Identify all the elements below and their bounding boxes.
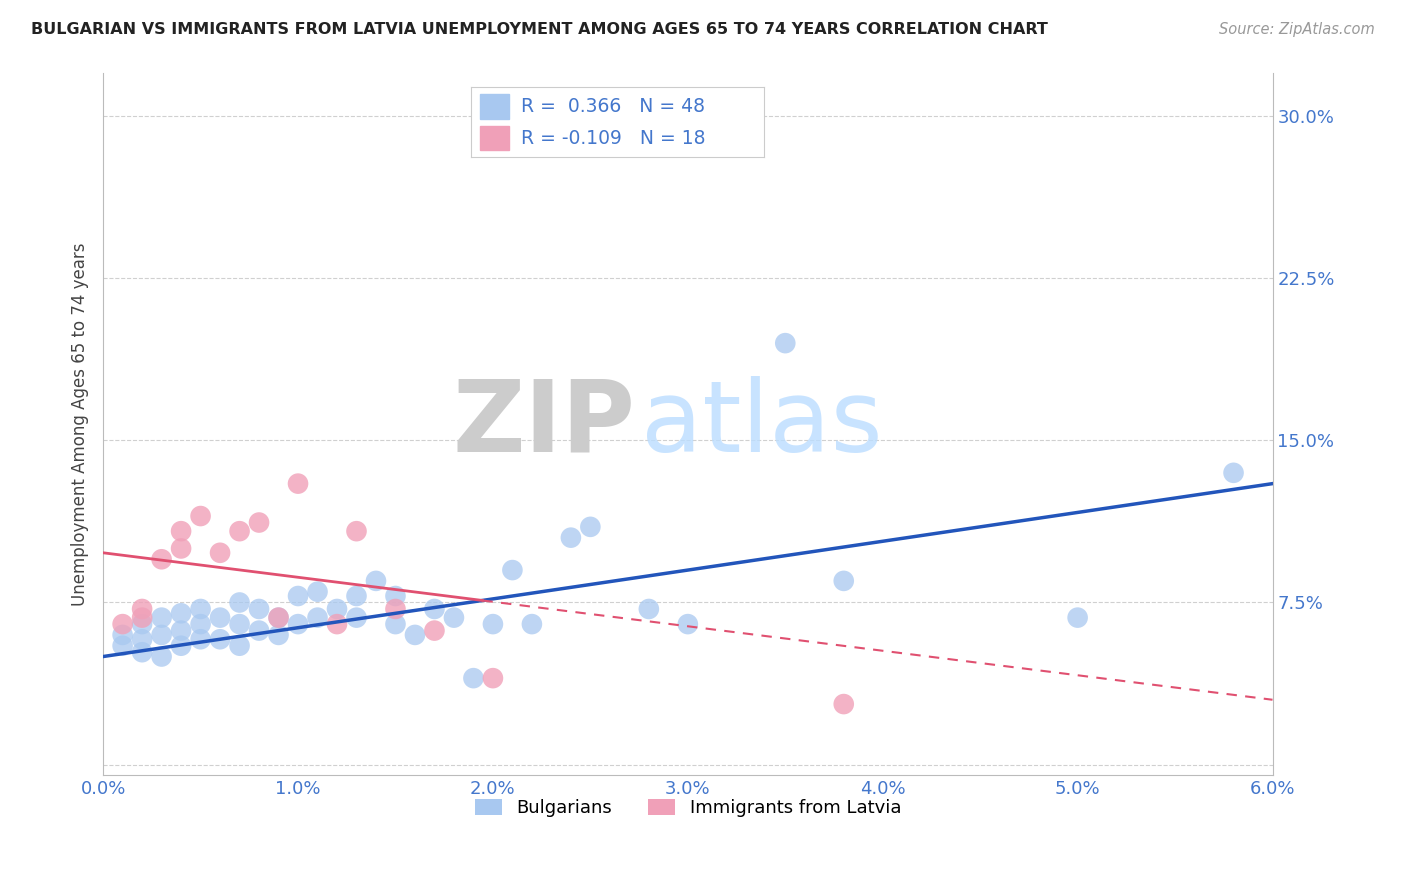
- Point: [209, 632, 232, 647]
- Point: [520, 617, 543, 632]
- Point: [190, 632, 212, 647]
- Point: [190, 602, 212, 616]
- Point: [150, 610, 173, 624]
- Point: [364, 574, 387, 588]
- Point: [346, 524, 368, 538]
- Point: [150, 552, 173, 566]
- Point: [131, 632, 153, 647]
- Text: Source: ZipAtlas.com: Source: ZipAtlas.com: [1219, 22, 1375, 37]
- Text: ZIP: ZIP: [453, 376, 636, 473]
- Point: [131, 610, 153, 624]
- Point: [384, 602, 406, 616]
- Point: [111, 639, 134, 653]
- Point: [579, 520, 602, 534]
- Point: [170, 541, 193, 556]
- Point: [170, 639, 193, 653]
- Point: [170, 624, 193, 638]
- Point: [170, 524, 193, 538]
- Point: [384, 589, 406, 603]
- Point: [209, 610, 232, 624]
- Point: [247, 602, 270, 616]
- Point: [423, 602, 446, 616]
- Point: [346, 610, 368, 624]
- Point: [482, 617, 505, 632]
- Point: [346, 589, 368, 603]
- Text: atlas: atlas: [641, 376, 883, 473]
- Point: [423, 624, 446, 638]
- Point: [287, 617, 309, 632]
- Point: [404, 628, 426, 642]
- Point: [131, 645, 153, 659]
- Point: [676, 617, 699, 632]
- Point: [247, 516, 270, 530]
- Point: [832, 697, 855, 711]
- Point: [228, 617, 250, 632]
- Point: [150, 628, 173, 642]
- Text: BULGARIAN VS IMMIGRANTS FROM LATVIA UNEMPLOYMENT AMONG AGES 65 TO 74 YEARS CORRE: BULGARIAN VS IMMIGRANTS FROM LATVIA UNEM…: [31, 22, 1047, 37]
- Point: [463, 671, 485, 685]
- Point: [209, 546, 232, 560]
- Point: [384, 617, 406, 632]
- Point: [1222, 466, 1244, 480]
- Point: [111, 617, 134, 632]
- Point: [287, 476, 309, 491]
- Point: [326, 617, 349, 632]
- Point: [307, 610, 329, 624]
- Point: [150, 649, 173, 664]
- Point: [170, 607, 193, 621]
- Point: [111, 628, 134, 642]
- Point: [228, 524, 250, 538]
- Point: [190, 617, 212, 632]
- Point: [267, 610, 290, 624]
- Y-axis label: Unemployment Among Ages 65 to 74 years: Unemployment Among Ages 65 to 74 years: [72, 243, 89, 606]
- Point: [326, 602, 349, 616]
- Point: [228, 639, 250, 653]
- Point: [637, 602, 659, 616]
- Point: [131, 602, 153, 616]
- Point: [287, 589, 309, 603]
- Point: [832, 574, 855, 588]
- Point: [560, 531, 582, 545]
- Point: [482, 671, 505, 685]
- Point: [190, 509, 212, 524]
- Point: [247, 624, 270, 638]
- Point: [307, 584, 329, 599]
- Point: [131, 617, 153, 632]
- Point: [1066, 610, 1088, 624]
- Legend: Bulgarians, Immigrants from Latvia: Bulgarians, Immigrants from Latvia: [467, 792, 908, 824]
- Point: [267, 628, 290, 642]
- Point: [501, 563, 523, 577]
- Point: [228, 595, 250, 609]
- Point: [775, 336, 797, 351]
- Point: [443, 610, 465, 624]
- Point: [267, 610, 290, 624]
